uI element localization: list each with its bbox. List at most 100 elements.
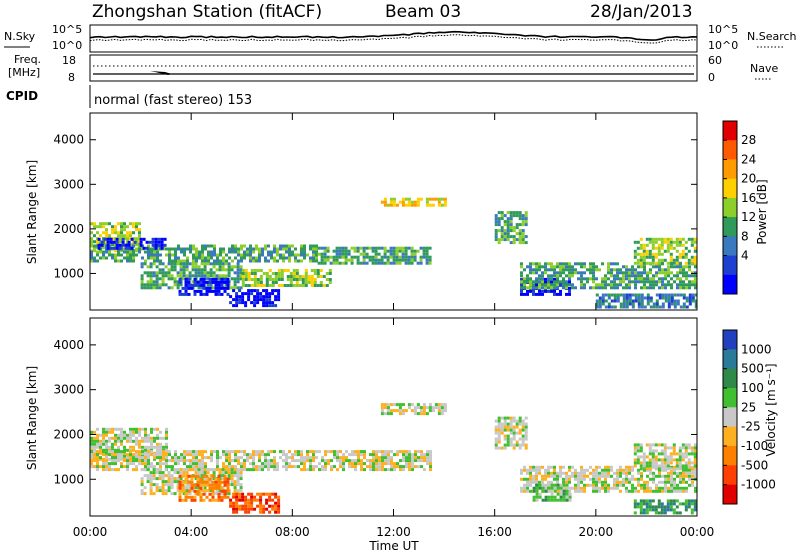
data-cell (99, 433, 102, 437)
data-cell (356, 246, 360, 250)
data-cell (194, 486, 198, 490)
data-cell (676, 471, 679, 475)
data-cell (586, 280, 589, 284)
data-cell (256, 298, 260, 302)
data-cell (535, 477, 538, 481)
data-cell (185, 268, 189, 272)
data-cell (198, 459, 201, 463)
data-cell (209, 274, 213, 278)
data-cell (312, 244, 315, 248)
data-cell (688, 471, 691, 475)
data-cell (518, 217, 522, 221)
data-cell (380, 412, 384, 416)
data-cell (509, 443, 513, 447)
data-cell (132, 427, 135, 431)
data-cell (129, 439, 132, 443)
data-cell (226, 483, 230, 487)
data-cell (228, 465, 231, 469)
data-cell (577, 474, 580, 478)
data-cell (168, 256, 171, 260)
data-cell (416, 403, 420, 407)
data-cell (141, 256, 144, 260)
data-cell (407, 255, 411, 259)
data-cell (681, 452, 685, 456)
data-cell (312, 259, 315, 263)
data-cell (565, 486, 569, 490)
data-cell (297, 450, 300, 454)
data-cell (628, 280, 631, 284)
data-cell (395, 409, 399, 413)
data-cell (316, 269, 320, 272)
data-cell (338, 249, 342, 253)
data-cell (654, 252, 658, 256)
data-cell (191, 280, 195, 284)
data-cell (383, 412, 387, 416)
data-cell (200, 271, 204, 275)
data-cell (670, 465, 673, 469)
data-cell (195, 247, 198, 251)
data-cell (675, 237, 679, 241)
data-cell (577, 277, 580, 281)
data-cell (123, 234, 126, 238)
data-cell (595, 486, 598, 490)
data-cell (661, 286, 664, 290)
data-cell (443, 203, 447, 207)
data-cell (652, 302, 656, 306)
data-cell (205, 495, 209, 499)
data-cell (167, 274, 171, 278)
data-cell (547, 474, 550, 478)
data-cell (253, 507, 257, 511)
data-cell (694, 302, 697, 306)
data-cell (262, 304, 266, 308)
data-cell (328, 272, 332, 275)
data-cell (231, 247, 234, 251)
data-cell (521, 428, 525, 432)
data-cell (642, 461, 646, 465)
data-cell (622, 483, 625, 487)
data-cell (684, 443, 688, 447)
data-cell (690, 258, 694, 262)
data-cell (234, 453, 237, 457)
data-cell (105, 451, 108, 455)
data-cell (135, 436, 138, 440)
data-cell (363, 468, 366, 472)
data-cell (108, 450, 111, 454)
data-cell (651, 499, 655, 503)
data-cell (494, 214, 498, 218)
data-cell (509, 440, 513, 444)
data-cell (506, 416, 510, 420)
data-cell (183, 259, 186, 263)
data-cell (619, 468, 622, 472)
data-cell (684, 464, 688, 468)
data-cell (152, 286, 156, 290)
data-cell (156, 462, 159, 466)
data-cell (252, 259, 255, 263)
data-cell (117, 259, 120, 263)
data-cell (105, 244, 108, 248)
data-cell (211, 280, 215, 284)
data-cell (423, 459, 426, 463)
data-cell (228, 462, 231, 466)
data-cell (634, 299, 638, 303)
freq-unit: [MHz] (8, 66, 40, 79)
data-cell (643, 480, 646, 484)
data-cell (265, 272, 269, 275)
data-cell (135, 468, 138, 472)
data-cell (663, 249, 667, 253)
data-cell (241, 298, 245, 302)
data-cell (201, 465, 204, 469)
data-cell (369, 459, 372, 463)
data-cell (99, 456, 102, 460)
data-cell (610, 474, 613, 478)
data-cell (639, 467, 643, 471)
data-cell (316, 275, 320, 278)
data-cell (523, 483, 526, 487)
data-cell (565, 262, 568, 266)
data-cell (610, 271, 613, 275)
data-cell (673, 293, 677, 297)
data-cell (658, 474, 661, 478)
data-cell (518, 241, 522, 245)
data-cell (404, 409, 408, 413)
data-cell (167, 277, 171, 281)
